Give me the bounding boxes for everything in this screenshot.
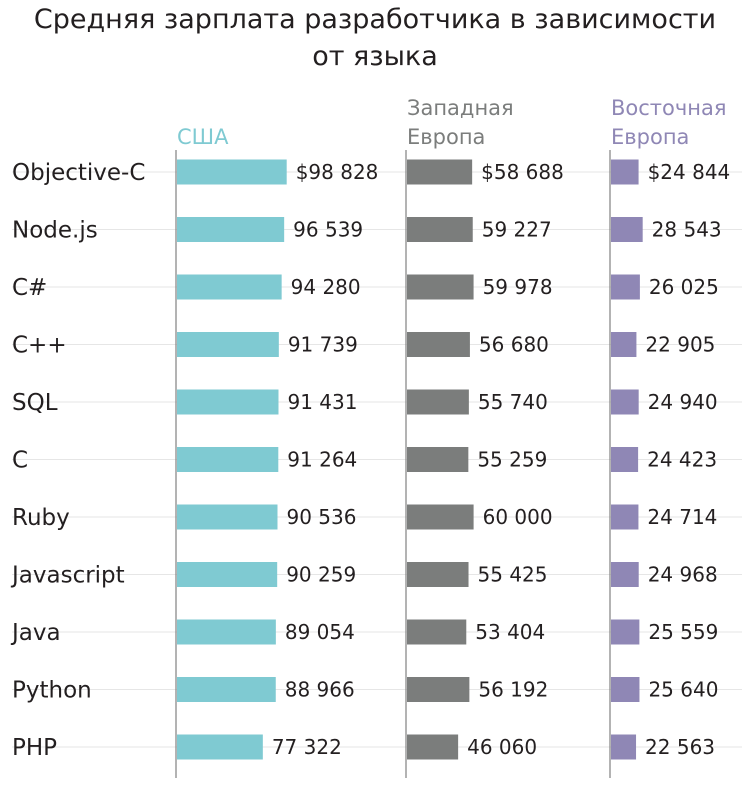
category-label: Ruby — [12, 505, 70, 531]
category-label: Javascript — [10, 563, 125, 589]
chart-title-line: Средняя зарплата разработчика в зависимо… — [34, 4, 716, 35]
series-header: США — [177, 125, 229, 149]
category-label: PHP — [12, 735, 57, 761]
column-headers: США Западная Европа Восточная Европа — [177, 96, 727, 149]
value-label: 22 563 — [645, 735, 715, 759]
bar — [177, 274, 282, 300]
bar — [611, 619, 640, 645]
value-label: 24 940 — [648, 390, 718, 414]
bar — [611, 734, 637, 760]
category-label: SQL — [12, 390, 58, 416]
bar — [407, 217, 473, 242]
bar — [611, 447, 639, 472]
bar — [177, 562, 278, 587]
bar — [177, 619, 276, 645]
value-label: 46 060 — [467, 735, 537, 759]
bars — [177, 159, 643, 760]
value-label: 90 536 — [286, 505, 356, 529]
bar — [407, 562, 469, 587]
series-header: Западная — [407, 96, 514, 120]
value-label: $24 844 — [648, 160, 731, 184]
column-axes — [175, 150, 611, 778]
value-label: 24 714 — [647, 505, 717, 529]
value-label: 22 905 — [645, 333, 715, 357]
value-label: 96 539 — [293, 218, 363, 242]
value-label: 60 000 — [483, 505, 553, 529]
bar — [611, 274, 640, 300]
value-label: $58 688 — [481, 160, 564, 184]
value-label: 53 404 — [475, 620, 545, 644]
bar — [177, 677, 276, 702]
bar — [177, 734, 263, 760]
value-label: 25 640 — [648, 678, 718, 702]
bar — [407, 332, 470, 357]
value-label: 90 259 — [286, 563, 356, 587]
value-label: 77 322 — [272, 735, 342, 759]
bar — [407, 274, 474, 300]
series-header: Европа — [407, 125, 485, 149]
bar — [407, 159, 473, 185]
bar — [407, 734, 459, 760]
value-label: 59 978 — [483, 275, 553, 299]
value-label: 55 425 — [478, 563, 548, 587]
series-header: Восточная — [611, 96, 727, 120]
bar — [611, 562, 639, 587]
bar — [177, 389, 279, 415]
category-label: C — [12, 448, 28, 474]
bar — [611, 504, 639, 530]
bar — [611, 332, 637, 357]
value-label: 28 543 — [652, 218, 722, 242]
value-labels: $98 828 96 539 94 280 91 739 91 431 91 264 90 … — [272, 160, 730, 759]
series-header: Европа — [611, 125, 689, 149]
value-label: 91 431 — [287, 390, 357, 414]
bar — [177, 504, 278, 530]
category-label: C++ — [12, 333, 67, 359]
value-label: 25 559 — [648, 620, 718, 644]
bar — [407, 389, 469, 415]
bar — [611, 677, 640, 702]
value-label: 56 680 — [479, 333, 549, 357]
value-label: 88 966 — [285, 678, 355, 702]
value-label: 91 264 — [287, 448, 357, 472]
value-label: 24 968 — [648, 563, 718, 587]
category-label: C# — [12, 275, 47, 301]
bar — [407, 447, 469, 472]
value-label: 91 739 — [288, 333, 358, 357]
bar — [407, 677, 470, 702]
value-label: 55 740 — [478, 390, 548, 414]
bar — [611, 389, 639, 415]
bar — [177, 217, 285, 242]
bar — [611, 159, 639, 185]
bar — [177, 447, 279, 472]
value-label: 94 280 — [291, 275, 361, 299]
value-label: 24 423 — [647, 448, 717, 472]
value-label: 26 025 — [649, 275, 719, 299]
category-label: Python — [12, 678, 92, 704]
chart-title: Средняя зарплата разработчика в зависимо… — [34, 4, 716, 72]
value-label: 55 259 — [477, 448, 547, 472]
value-label: $98 828 — [296, 160, 379, 184]
category-label: Java — [10, 620, 61, 646]
bar — [177, 332, 279, 357]
value-label: 89 054 — [285, 620, 355, 644]
value-label: 59 227 — [482, 218, 552, 242]
category-labels: Objective-C Node.js C# C++ SQL C Ruby Javascrip… — [10, 160, 145, 761]
bar — [177, 159, 287, 185]
value-label: 56 192 — [478, 678, 548, 702]
category-label: Node.js — [12, 218, 98, 244]
category-label: Objective-C — [12, 160, 145, 186]
chart-title-line: от языка — [312, 41, 438, 72]
bar — [611, 217, 643, 242]
bar — [407, 504, 474, 530]
bar — [407, 619, 467, 645]
